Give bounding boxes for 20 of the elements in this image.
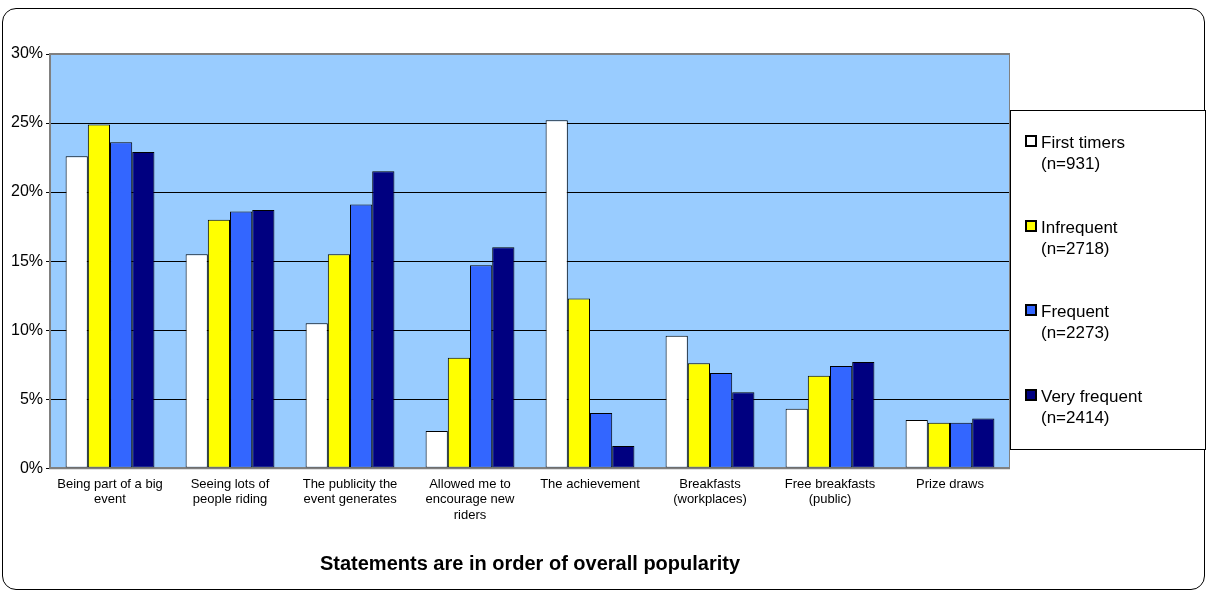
x-tick-label: Being part of a big event — [57, 475, 163, 507]
legend-label: Frequent (n=2273) — [1041, 301, 1111, 344]
x-tick-label: The publicity the event generates — [302, 475, 398, 507]
legend-label: Infrequent (n=2718) — [1041, 216, 1119, 259]
legend-label: Very frequent (n=2414) — [1041, 385, 1144, 428]
y-tick-label: 20% — [10, 182, 44, 200]
y-tick-label: 10% — [10, 320, 44, 338]
y-tick-label: 0% — [19, 458, 44, 476]
x-tick-label: Seeing lots of people riding — [190, 475, 270, 507]
y-tick-label: 30% — [10, 44, 44, 62]
x-tick-label: Allowed me to encourage new riders — [425, 475, 516, 522]
x-tick-label: The achievement — [540, 475, 641, 491]
y-tick-label: 15% — [10, 251, 44, 269]
x-tick-label: Breakfasts (workplaces) — [673, 475, 747, 507]
y-tick-label: 5% — [19, 389, 44, 407]
x-axis-title: Statements are in order of overall popularity — [319, 551, 741, 574]
legend-label: First timers (n=931) — [1041, 132, 1127, 175]
x-tick-label: Prize draws — [916, 475, 985, 491]
x-tick-label: Free breakfasts (public) — [784, 475, 876, 507]
y-tick-label: 25% — [10, 113, 44, 131]
